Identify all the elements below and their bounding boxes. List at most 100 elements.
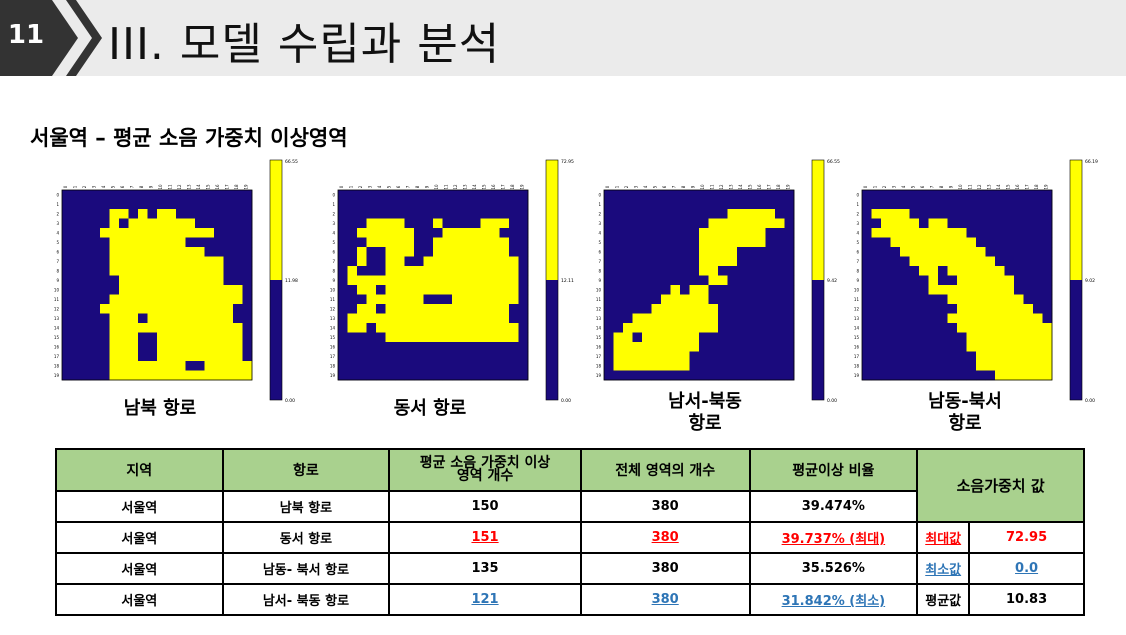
heatmap-cell [185, 209, 196, 219]
heatmap-cell [100, 313, 110, 324]
heatmap-cell [718, 256, 728, 267]
heatmap-cell [490, 228, 500, 238]
heatmap-cell [119, 266, 129, 276]
heatmap-cell [1042, 351, 1053, 362]
max-label-link[interactable]: 최대값 [925, 532, 962, 547]
colorbar-low [812, 280, 824, 400]
heatmap-cell [442, 247, 453, 257]
heatmap-cell [128, 294, 139, 305]
heatmap-cell [976, 285, 986, 295]
heatmap-cell [395, 275, 405, 286]
heatmap-cell [376, 323, 386, 333]
heatmap-cell [938, 332, 948, 343]
heatmap-cell [966, 275, 977, 286]
heatmap-cell [727, 209, 738, 219]
heatmap-cell [195, 342, 205, 352]
heatmap-cell [1033, 190, 1043, 200]
heatmap-cell [623, 285, 633, 295]
heatmap-cell [651, 351, 662, 362]
heatmap-cell [947, 342, 958, 352]
ratio-link[interactable]: 39.737% (최대) [781, 532, 886, 547]
heatmap-cell [119, 313, 129, 324]
heatmap-cell [185, 218, 196, 229]
count-link[interactable]: 121 [471, 592, 499, 607]
heatmap-cell [71, 218, 82, 229]
heatmap-cell [746, 275, 757, 286]
heatmap-cell [223, 304, 234, 314]
heatmap-cell [862, 266, 872, 276]
heatmap-cell [976, 351, 986, 362]
heatmap-cell [471, 199, 481, 210]
min-value-link[interactable]: 0.0 [1015, 561, 1039, 576]
heatmap-cell [385, 266, 396, 276]
heatmap-cell [957, 285, 967, 295]
min-label-link[interactable]: 최소값 [925, 563, 962, 578]
heatmap-cell [756, 275, 766, 286]
heatmap-cell [71, 294, 82, 305]
heatmap-cell [395, 209, 405, 219]
heatmap-cell [176, 351, 186, 362]
row-tick-label: 16 [330, 344, 336, 349]
heatmap-cell [1004, 361, 1015, 371]
count-link[interactable]: 151 [471, 530, 499, 545]
heatmap-cell [176, 294, 186, 305]
total-link[interactable]: 380 [651, 530, 679, 545]
heatmap-cell [919, 237, 929, 248]
heatmap-cell [100, 190, 110, 200]
heatmap-cell [900, 209, 910, 219]
heatmap-cell [433, 332, 443, 343]
heatmap-cell [938, 285, 948, 295]
heatmap-cell [90, 351, 101, 362]
heatmap-cell [746, 285, 757, 295]
heatmap-cell [995, 342, 1005, 352]
row-tick-label: 6 [332, 249, 335, 254]
col-tick-label: 7 [671, 185, 676, 188]
heatmap-cell [81, 209, 91, 219]
heatmap-cell [871, 361, 882, 371]
heatmap-cell [1042, 332, 1053, 343]
col-tick-label: 10 [158, 184, 163, 190]
cell-count: 121 [388, 583, 582, 616]
heatmap-cell [995, 370, 1005, 381]
heatmap-cell [404, 323, 415, 333]
heatmap-cell [680, 237, 690, 248]
heatmap-cell [461, 237, 472, 248]
total-link[interactable]: 380 [651, 592, 679, 607]
heatmap-cell [62, 361, 72, 371]
heatmap-cell [185, 351, 196, 362]
heatmap-cell [765, 199, 776, 210]
heatmap-cell [604, 294, 614, 305]
row-tick-label: 10 [330, 287, 336, 292]
colorbar-tick-label: 0.00 [827, 398, 837, 404]
heatmap-cell [966, 294, 977, 305]
heatmap-cell [1033, 275, 1043, 286]
heatmap-cell [490, 209, 500, 219]
heatmap-cell [518, 247, 529, 257]
heatmap-cell [176, 218, 186, 229]
heatmap-cell [1042, 218, 1053, 229]
heatmap-cell [138, 209, 148, 219]
heatmap-cell [718, 342, 728, 352]
row-tick-label: 3 [332, 221, 335, 226]
heatmap-cell [718, 370, 728, 381]
heatmap-cell [765, 313, 776, 324]
heatmap-cell [642, 218, 652, 229]
heatmap-cell [632, 209, 643, 219]
heatmap-cell [109, 228, 120, 238]
heatmap-cell [480, 313, 491, 324]
heatmap-cell [138, 304, 148, 314]
heatmap-cell [128, 209, 139, 219]
heatmap-cell [775, 332, 785, 343]
heatmap-cell [661, 218, 671, 229]
heatmap-cell [632, 199, 643, 210]
heatmap-cell [890, 332, 901, 343]
heatmap-cell [938, 266, 948, 276]
heatmap-cell [928, 247, 939, 257]
heatmap-cell [985, 218, 996, 229]
ratio-link[interactable]: 31.842% (최소) [781, 594, 886, 609]
row-tick-label: 3 [598, 221, 601, 226]
heatmap-cell [651, 218, 662, 229]
row-tick-label: 6 [56, 249, 59, 254]
heatmap-cell [433, 209, 443, 219]
heatmap-cell [499, 285, 510, 295]
